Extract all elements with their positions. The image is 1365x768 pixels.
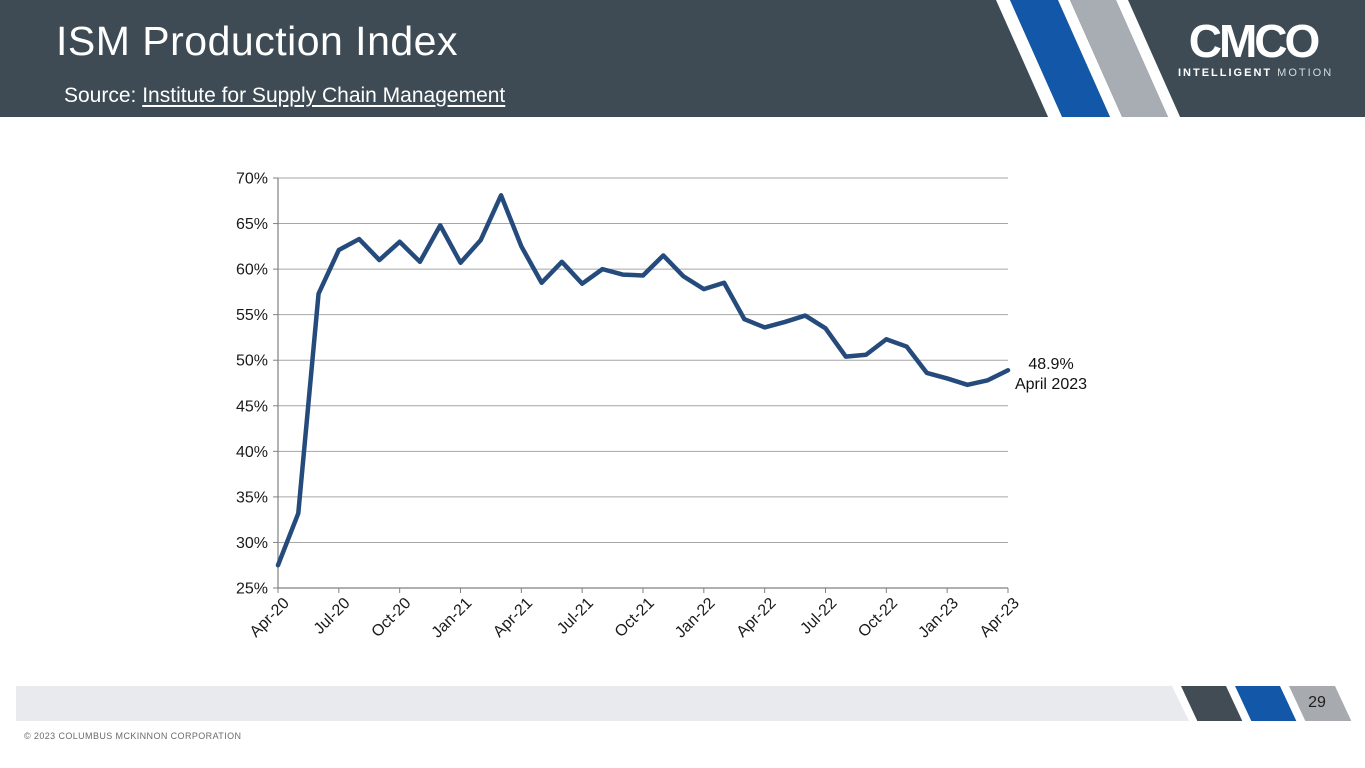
svg-text:70%: 70%	[236, 171, 268, 188]
svg-text:Jul-21: Jul-21	[554, 595, 597, 638]
svg-text:Apr-22: Apr-22	[734, 595, 780, 641]
svg-text:45%: 45%	[236, 398, 268, 415]
chart: 70% 65% 60% 55% 50% 45% 40% 35% 30% 25% Apr-20 Jul-…	[150, 150, 1100, 670]
slide-header: ISM Production Index Source: Institute f…	[0, 0, 1365, 117]
svg-text:60%: 60%	[236, 262, 268, 279]
tagline-motion: MOTION	[1277, 67, 1334, 79]
svg-text:40%: 40%	[236, 444, 268, 461]
svg-text:Apr-20: Apr-20	[247, 595, 293, 641]
svg-text:Apr-23: Apr-23	[977, 595, 1023, 641]
page-number: 29	[1308, 694, 1326, 711]
svg-text:Jan-21: Jan-21	[429, 595, 476, 642]
svg-text:Oct-20: Oct-20	[369, 595, 415, 641]
tagline-intelligent: INTELLIGENT	[1178, 67, 1273, 79]
brand-logo: CMCO INTELLIGENT MOTION	[1178, 15, 1331, 79]
svg-text:25%: 25%	[236, 581, 268, 598]
footer-shape-slate	[1181, 686, 1243, 721]
cmco-logo-icon: CMCO	[1188, 15, 1321, 67]
svg-text:50%: 50%	[236, 353, 268, 370]
svg-text:48.9%April 2023: 48.9% April 2023	[1015, 356, 1087, 393]
copyright-text: © 2023 COLUMBUS MCKINNON CORPORATION	[24, 731, 242, 741]
svg-text:Oct-22: Oct-22	[855, 595, 901, 641]
page-title: ISM Production Index	[56, 18, 458, 64]
svg-text:Jul-22: Jul-22	[797, 595, 840, 638]
logo-tagline: INTELLIGENT MOTION	[1178, 67, 1331, 79]
svg-text:65%: 65%	[236, 216, 268, 233]
source-prefix: Source:	[64, 84, 143, 107]
footer-bar	[16, 686, 1189, 721]
line-chart-svg: 70% 65% 60% 55% 50% 45% 40% 35% 30% 25%Apr-20 Jul-…	[236, 171, 1087, 642]
svg-text:Jul-20: Jul-20	[311, 595, 354, 638]
svg-text:55%: 55%	[236, 307, 268, 324]
source-label: Source: Institute for Supply Chain Manag…	[64, 84, 505, 108]
svg-text:Jan-23: Jan-23	[915, 595, 962, 642]
source-link[interactable]: Institute for Supply Chain Management	[142, 84, 506, 107]
svg-text:35%: 35%	[236, 489, 268, 506]
svg-text:30%: 30%	[236, 535, 268, 552]
svg-text:Apr-21: Apr-21	[490, 595, 536, 641]
svg-text:Oct-21: Oct-21	[612, 595, 658, 641]
footer-shape-blue	[1235, 686, 1297, 721]
svg-text:Jan-22: Jan-22	[672, 595, 719, 642]
